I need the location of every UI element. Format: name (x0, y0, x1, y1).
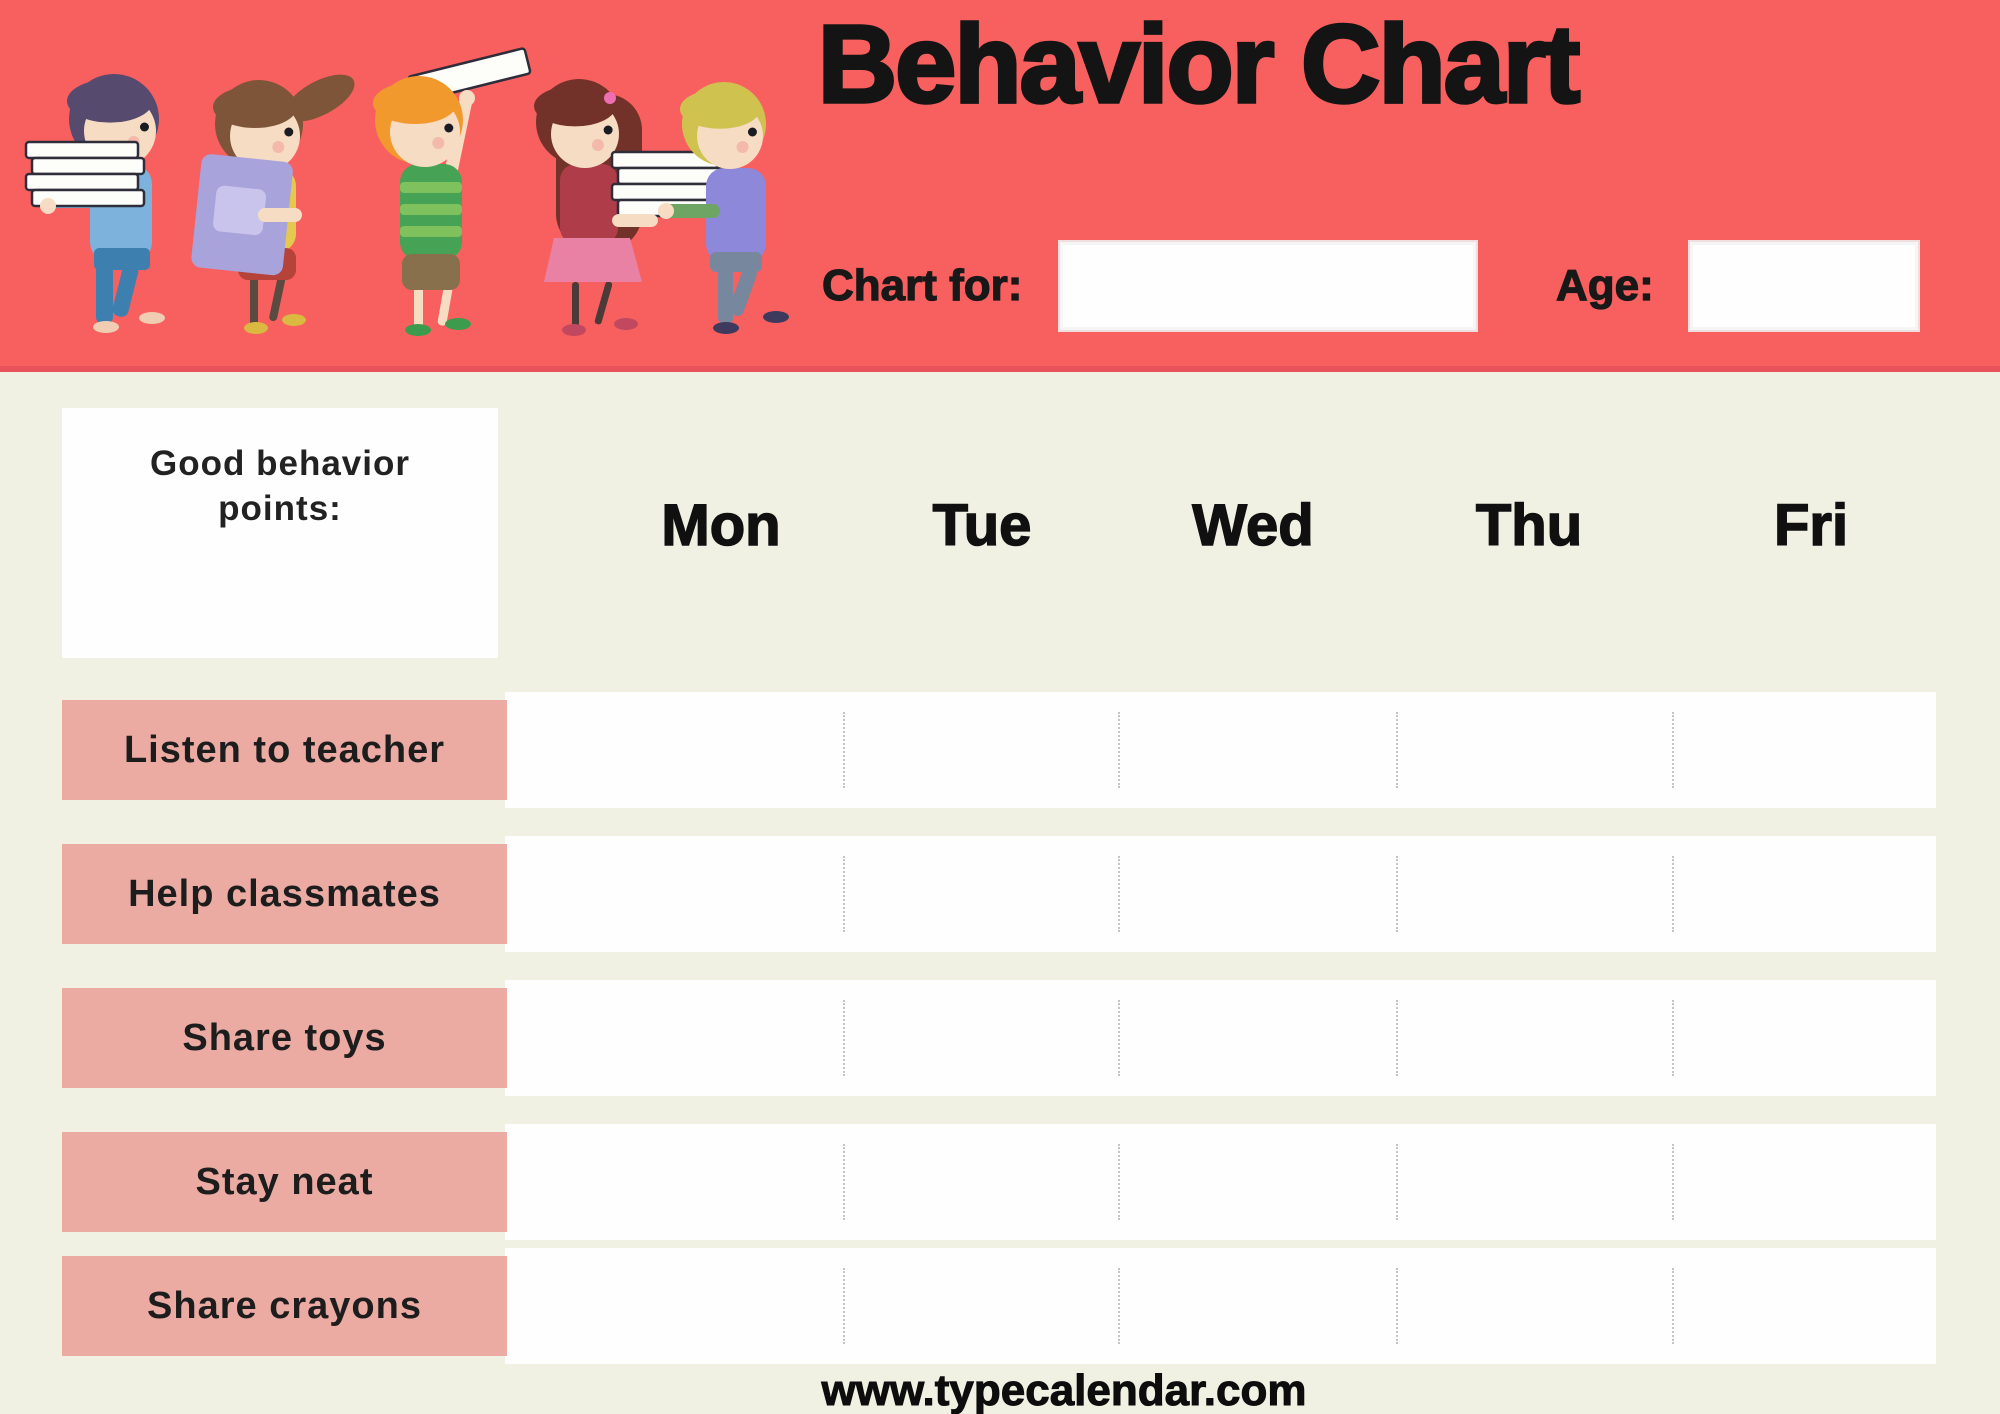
footer-url: www.typecalendar.com (821, 1366, 1307, 1414)
points-cell-tue[interactable] (843, 1124, 1118, 1240)
row-label-listen-to-teacher: Listen to teacher (62, 700, 507, 800)
cell-separator (843, 1268, 845, 1344)
behavior-row: Listen to teacher (62, 692, 1936, 808)
points-cell-fri[interactable] (1672, 1124, 1936, 1240)
points-cell-fri[interactable] (1672, 1248, 1936, 1364)
behavior-row: Stay neat (62, 1124, 1936, 1240)
cell-separator (1396, 712, 1398, 788)
row-label-share-toys: Share toys (62, 988, 507, 1088)
good-behavior-points-label: Good behavior points: (150, 444, 410, 528)
behavior-row: Share crayons (62, 1248, 1936, 1364)
points-cell-fri[interactable] (1672, 836, 1936, 952)
points-cell-mon[interactable] (505, 1124, 843, 1240)
points-cell-fri[interactable] (1672, 980, 1936, 1096)
cell-separator (843, 712, 845, 788)
points-cell-tue[interactable] (843, 692, 1118, 808)
header-band: Behavior Chart Chart for: Age: (0, 0, 2000, 372)
cell-separator (1396, 1000, 1398, 1076)
points-cell-tue[interactable] (843, 980, 1118, 1096)
cell-separator (843, 1144, 845, 1220)
cell-separator (1672, 1268, 1674, 1344)
day-header-fri: Fri (1773, 492, 1849, 559)
points-cell-thu[interactable] (1396, 980, 1672, 1096)
cell-separator (1396, 856, 1398, 932)
children-illustration (24, 47, 789, 336)
points-cell-mon[interactable] (505, 980, 843, 1096)
points-cell-wed[interactable] (1118, 1124, 1396, 1240)
day-header-mon: Mon (661, 492, 782, 559)
points-cell-tue[interactable] (843, 1248, 1118, 1364)
points-cell-mon[interactable] (505, 692, 843, 808)
cell-separator (843, 1000, 845, 1076)
cell-separator (1672, 712, 1674, 788)
cell-separator (1672, 1000, 1674, 1076)
chart-for-label: Chart for: (821, 260, 1023, 310)
cell-separator (1396, 1144, 1398, 1220)
cell-separator (1672, 856, 1674, 932)
points-cell-tue[interactable] (843, 836, 1118, 952)
age-label: Age: (1555, 260, 1654, 310)
cell-separator (1396, 1268, 1398, 1344)
points-cell-thu[interactable] (1396, 1248, 1672, 1364)
points-cell-wed[interactable] (1118, 692, 1396, 808)
points-cell-wed[interactable] (1118, 836, 1396, 952)
points-cell-fri[interactable] (1672, 692, 1936, 808)
row-label-help-classmates: Help classmates (62, 844, 507, 944)
cell-separator (1118, 1268, 1120, 1344)
cell-separator (1118, 712, 1120, 788)
cell-separator (843, 856, 845, 932)
points-cell-thu[interactable] (1396, 1124, 1672, 1240)
good-behavior-points-box: Good behavior points: (62, 408, 498, 658)
page-title: Behavior Chart (816, 3, 1582, 126)
chart-for-input[interactable] (1058, 240, 1478, 332)
cell-separator (1118, 1000, 1120, 1076)
points-cell-thu[interactable] (1396, 692, 1672, 808)
behavior-row: Help classmates (62, 836, 1936, 952)
points-cell-wed[interactable] (1118, 980, 1396, 1096)
row-label-share-crayons: Share crayons (62, 1256, 507, 1356)
points-cell-mon[interactable] (505, 836, 843, 952)
points-cell-mon[interactable] (505, 1248, 843, 1364)
cell-separator (1118, 856, 1120, 932)
cell-separator (1118, 1144, 1120, 1220)
day-header-tue: Tue (932, 492, 1032, 559)
day-header-thu: Thu (1475, 492, 1583, 559)
points-cell-wed[interactable] (1118, 1248, 1396, 1364)
points-cell-thu[interactable] (1396, 836, 1672, 952)
cell-separator (1672, 1144, 1674, 1220)
age-input[interactable] (1688, 240, 1920, 332)
row-label-stay-neat: Stay neat (62, 1132, 507, 1232)
day-header-wed: Wed (1192, 492, 1315, 559)
behavior-row: Share toys (62, 980, 1936, 1096)
